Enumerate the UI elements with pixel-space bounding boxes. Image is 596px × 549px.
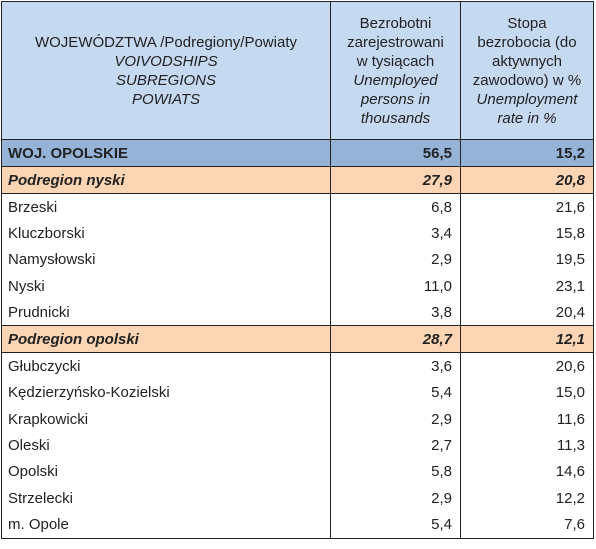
unemployed-cell: 28,7 [330,325,461,354]
powiat-row: Kędzierzyńsko-Kozielski 5,4 15,0 [1,379,594,407]
unemployed-cell: 3,4 [330,220,461,247]
table-body: WOJ. OPOLSKIE 56,5 15,2 Podregion nyski 27,9… [1,139,594,539]
region-name-cell: Prudnicki [1,299,331,326]
region-name-cell: Nyski [1,272,331,300]
unemployed-cell: 2,9 [330,406,461,433]
unemployed-cell: 2,9 [330,246,461,273]
rate-cell: 15,8 [460,220,594,247]
rate-cell: 15,0 [460,379,594,407]
voivodship-row: WOJ. OPOLSKIE 56,5 15,2 [1,139,594,167]
rate-cell: 20,4 [460,299,594,326]
table-header: WOJEWÓDZTWA /Podregiony/Powiaty VOIVODSH… [1,1,594,140]
region-name-cell: Namysłowski [1,246,331,273]
unemployed-cell: 2,9 [330,484,461,512]
unemployed-cell: 6,8 [330,193,461,221]
rate-cell: 21,6 [460,193,594,221]
region-name-cell: WOJ. OPOLSKIE [1,139,331,167]
powiat-row: Prudnicki 3,8 20,4 [1,299,594,326]
unemployed-cell: 5,4 [330,511,461,539]
region-name-cell: Podregion opolski [1,325,331,354]
powiat-row: Kluczborski 3,4 15,8 [1,220,594,247]
region-name-cell: Kluczborski [1,220,331,247]
region-name-cell: m. Opole [1,511,331,539]
unemployed-cell: 5,8 [330,458,461,485]
region-name-cell: Krapkowicki [1,406,331,433]
powiat-row: Brzeski 6,8 21,6 [1,193,594,221]
rate-cell: 14,6 [460,458,594,485]
subregion-row: Podregion opolski 28,7 12,1 [1,325,594,354]
unemployed-cell: 11,0 [330,272,461,300]
rate-cell: 11,6 [460,406,594,433]
unemployed-cell: 3,8 [330,299,461,326]
region-name-cell: Opolski [1,458,331,485]
region-name-cell: Głubczycki [1,352,331,380]
unemployed-cell: 2,7 [330,432,461,459]
powiat-row: Nyski 11,0 23,1 [1,272,594,300]
rate-cell: 20,6 [460,352,594,380]
region-name-cell: Kędzierzyńsko-Kozielski [1,379,331,407]
rate-cell: 11,3 [460,432,594,459]
rate-cell: 12,2 [460,484,594,512]
unemployed-cell: 27,9 [330,166,461,194]
powiat-row: Oleski 2,7 11,3 [1,432,594,459]
rate-cell: 7,6 [460,511,594,539]
header-unemployed: Bezrobotni zarejestrowani w tysiącach Un… [330,1,461,140]
rate-cell: 15,2 [460,139,594,167]
region-name-cell: Podregion nyski [1,166,331,194]
subregion-row: Podregion nyski 27,9 20,8 [1,166,594,194]
unemployment-table: WOJEWÓDZTWA /Podregiony/Powiaty VOIVODSH… [1,1,594,539]
header-rate: Stopa bezrobocia (do aktywnych zawodowo)… [460,1,594,140]
rate-cell: 23,1 [460,272,594,300]
powiat-row: Opolski 5,8 14,6 [1,458,594,485]
header-region: WOJEWÓDZTWA /Podregiony/Powiaty VOIVODSH… [1,1,331,140]
unemployed-cell: 3,6 [330,352,461,380]
rate-cell: 12,1 [460,325,594,354]
rate-cell: 20,8 [460,166,594,194]
rate-cell: 19,5 [460,246,594,273]
powiat-row: Strzelecki 2,9 12,2 [1,484,594,512]
region-name-cell: Strzelecki [1,484,331,512]
unemployed-cell: 56,5 [330,139,461,167]
powiat-row: m. Opole 5,4 7,6 [1,511,594,539]
powiat-row: Namysłowski 2,9 19,5 [1,246,594,273]
powiat-row: Głubczycki 3,6 20,6 [1,352,594,380]
powiat-row: Krapkowicki 2,9 11,6 [1,406,594,433]
unemployed-cell: 5,4 [330,379,461,407]
region-name-cell: Brzeski [1,193,331,221]
region-name-cell: Oleski [1,432,331,459]
